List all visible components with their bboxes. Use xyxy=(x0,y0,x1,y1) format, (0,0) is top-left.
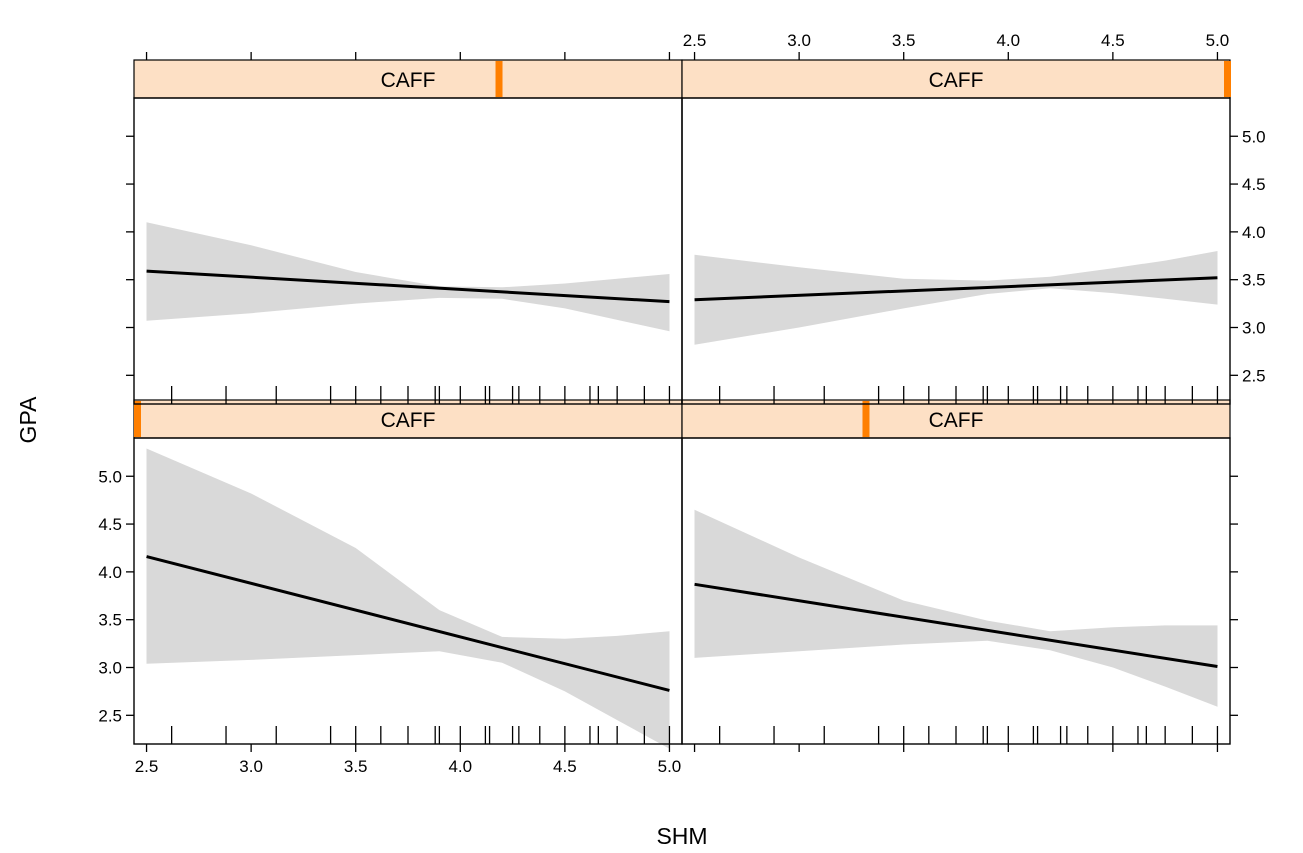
strip-marker-bottom-left xyxy=(134,401,141,437)
y-tick-label: 4.0 xyxy=(98,563,122,582)
panel-frame-top-right xyxy=(681,97,1231,405)
y-tick-label: 3.0 xyxy=(1242,319,1266,338)
axes-layer: 2.5 3.0 3.5 4.0 4.5 5.0 2.5 3.0 3.5 4.0 4.5 5.0 2.5 3… xyxy=(98,31,1265,776)
frames-layer xyxy=(133,97,1231,745)
x-tick-label: 3.5 xyxy=(892,31,916,50)
strip-marker-bottom-right xyxy=(862,401,870,437)
x-tick-label: 2.5 xyxy=(683,31,707,50)
strip-top-left xyxy=(133,59,683,99)
fit-line-bottom-right xyxy=(694,582,1218,669)
fit-line-bottom-left xyxy=(146,555,670,692)
y-tick-label: 4.5 xyxy=(98,515,122,534)
y-tick-label: 3.5 xyxy=(1242,271,1266,290)
y-tick-label: 2.5 xyxy=(98,706,122,725)
rugs-layer xyxy=(170,386,1219,744)
confidence-band-top-right xyxy=(694,251,1218,345)
x-axis-title: SHM xyxy=(656,823,707,849)
x-tick-label: 4.0 xyxy=(448,757,472,776)
y-tick-label: 3.0 xyxy=(98,659,122,678)
y-tick-label: 2.5 xyxy=(1242,366,1266,385)
bands-layer xyxy=(146,222,1218,749)
lines-layer xyxy=(146,269,1218,692)
x-tick-label: 2.5 xyxy=(135,757,159,776)
confidence-band-bottom-right xyxy=(694,509,1218,707)
y-tick-label: 5.0 xyxy=(1242,127,1266,146)
x-tick-label: 3.0 xyxy=(239,757,263,776)
x-tick-label: 4.5 xyxy=(1101,31,1125,50)
x-tick-label: 5.0 xyxy=(1206,31,1230,50)
x-tick-label: 4.0 xyxy=(996,31,1020,50)
confidence-band-bottom-left xyxy=(146,448,670,749)
x-tick-label: 4.5 xyxy=(553,757,577,776)
x-tick-label: 5.0 xyxy=(658,757,682,776)
x-tick-label: 3.0 xyxy=(787,31,811,50)
strip-label-top-right: CAFF xyxy=(929,69,984,92)
confidence-band-top-left xyxy=(146,222,670,332)
strip-label-bottom-left: CAFF xyxy=(381,409,436,432)
x-tick-label: 3.5 xyxy=(344,757,368,776)
y-tick-label: 4.5 xyxy=(1242,175,1266,194)
strip-marker-top-left xyxy=(495,61,503,97)
fit-line-top-right xyxy=(694,276,1218,302)
y-tick-label: 5.0 xyxy=(98,467,122,486)
strip-label-top-left: CAFF xyxy=(381,69,436,92)
y-axis-title: GPA xyxy=(15,396,41,444)
strip-label-bottom-right: CAFF xyxy=(929,409,984,432)
fit-line-top-left xyxy=(146,269,670,304)
y-tick-label: 4.0 xyxy=(1242,223,1266,242)
panel-frame-bottom-right xyxy=(681,437,1231,745)
y-tick-label: 3.5 xyxy=(98,611,122,630)
strip-marker-top-right xyxy=(1224,61,1231,97)
